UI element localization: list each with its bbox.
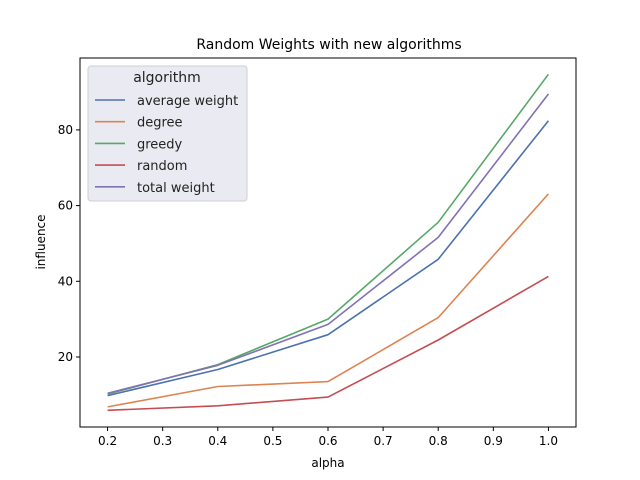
x-axis-label: alpha: [311, 456, 344, 470]
x-tick-label: 0.8: [429, 434, 448, 448]
x-axis: 0.2 0.3 0.4 0.5 0.6 0.7 0.8 0.9 1.0: [98, 427, 558, 448]
y-tick-label: 20: [58, 350, 73, 364]
x-tick-label: 0.4: [208, 434, 227, 448]
x-tick-label: 0.7: [374, 434, 393, 448]
x-tick-label: 0.9: [484, 434, 503, 448]
x-tick-label: 0.3: [153, 434, 172, 448]
y-tick-label: 80: [58, 123, 73, 137]
series-line-average-weight: [107, 120, 550, 397]
x-tick-label: 0.6: [318, 434, 337, 448]
chart-title: Random Weights with new algorithms: [196, 37, 461, 53]
legend-box: [87, 65, 248, 202]
y-tick-label: 40: [58, 274, 73, 288]
legend-label-total-weight: total weight: [137, 181, 215, 196]
series-line-total-weight: [107, 93, 550, 395]
legend-label-degree: degree: [137, 116, 183, 131]
x-tick-label: 0.2: [98, 434, 117, 448]
y-axis: 20 40 60 80: [58, 123, 80, 364]
series-lines: [107, 73, 550, 412]
series-line-random: [107, 275, 549, 412]
x-tick-label: 0.5: [263, 434, 282, 448]
legend-label-random: random: [137, 159, 187, 174]
y-axis-label: influence: [34, 214, 48, 269]
legend-label-greedy: greedy: [137, 137, 183, 152]
legend-label-average-weight: average weight: [137, 94, 238, 109]
series-line-degree: [107, 193, 549, 408]
legend: algorithm average weight degree greedy rand…: [87, 65, 248, 202]
legend-title: algorithm: [133, 70, 201, 86]
y-tick-label: 60: [58, 199, 73, 213]
x-tick-label: 1.0: [539, 434, 558, 448]
